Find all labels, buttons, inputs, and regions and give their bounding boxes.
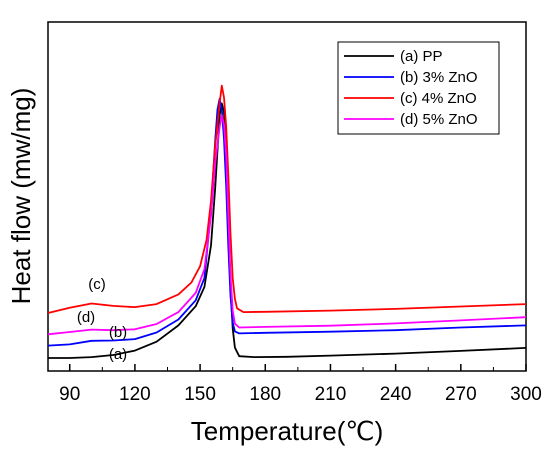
series-curves (47, 84, 527, 359)
series-line-3 (47, 114, 527, 336)
x-axis-label: Temperature(℃) (191, 416, 383, 446)
x-tick-label: 90 (59, 384, 80, 405)
series-labels: (a) (b) (c) (d) (77, 276, 127, 363)
plot-area-frame (47, 21, 527, 372)
x-tick-label: 150 (184, 384, 216, 405)
x-tick-label: 300 (510, 384, 542, 405)
series-label-2: (c) (88, 276, 106, 293)
series-label-3: (d) (77, 309, 95, 326)
legend: (a) PP (b) 3% ZnO (c) 4% ZnO (d) 5% ZnO (337, 41, 500, 135)
x-tick-label: 120 (119, 384, 151, 405)
x-tick-label: 240 (380, 384, 412, 405)
legend-entry-2: (c) 4% ZnO (400, 90, 477, 107)
series-line-0 (48, 102, 527, 359)
series-label-1: (b) (109, 324, 127, 341)
legend-entry-3: (d) 5% ZnO (400, 111, 478, 128)
x-tick-label: 270 (445, 384, 477, 405)
legend-entry-0: (a) PP (400, 48, 443, 65)
legend-entry-1: (b) 3% ZnO (400, 69, 478, 86)
series-line-1 (47, 98, 527, 347)
y-axis-label: Heat flow (mw/mg) (6, 88, 36, 305)
x-tick-label: 180 (249, 384, 281, 405)
series-line-2 (47, 84, 527, 314)
x-tick-label: 210 (315, 384, 347, 405)
series-label-0: (a) (109, 346, 127, 363)
x-axis-ticks: 90 120 150 180 210 240 270 300 (59, 364, 542, 405)
